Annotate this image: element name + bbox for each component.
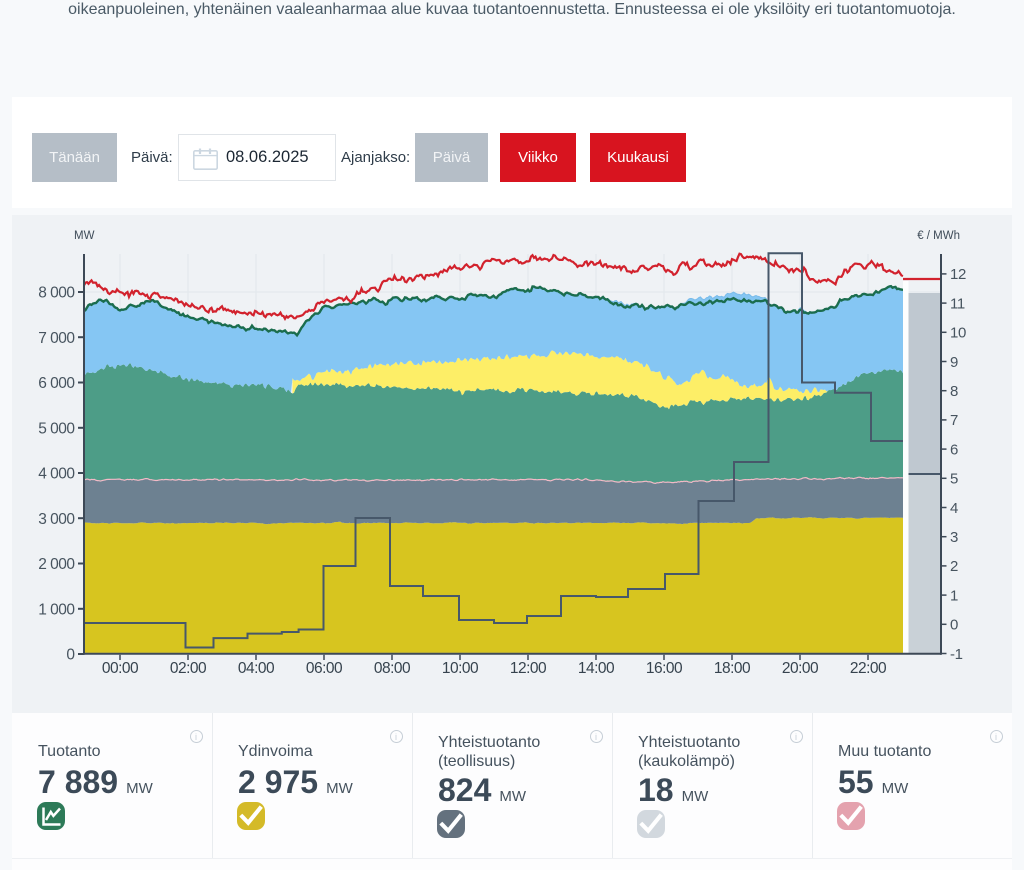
svg-text:0: 0 xyxy=(950,617,958,634)
svg-text:11: 11 xyxy=(950,295,965,312)
svg-text:4: 4 xyxy=(950,500,958,517)
svg-text:MW: MW xyxy=(74,230,95,242)
svg-text:5: 5 xyxy=(950,471,958,488)
svg-text:6 000: 6 000 xyxy=(38,375,75,392)
svg-text:6: 6 xyxy=(950,441,958,458)
svg-text:4 000: 4 000 xyxy=(38,466,75,483)
svg-text:1 000: 1 000 xyxy=(38,601,75,618)
svg-text:18:00: 18:00 xyxy=(714,660,751,677)
svg-text:00:00: 00:00 xyxy=(102,660,139,677)
svg-text:12: 12 xyxy=(950,266,966,283)
svg-text:20:00: 20:00 xyxy=(782,660,819,677)
svg-text:08:00: 08:00 xyxy=(374,660,411,677)
svg-text:8 000: 8 000 xyxy=(38,285,75,302)
svg-text:3: 3 xyxy=(950,529,958,546)
svg-text:€ / MWh: € / MWh xyxy=(917,230,960,242)
svg-text:3 000: 3 000 xyxy=(38,511,75,528)
svg-text:5 000: 5 000 xyxy=(38,420,75,437)
svg-text:7: 7 xyxy=(950,412,958,429)
svg-text:8: 8 xyxy=(950,383,958,400)
svg-text:10: 10 xyxy=(950,325,966,342)
svg-text:16:00: 16:00 xyxy=(646,660,683,677)
svg-text:12:00: 12:00 xyxy=(510,660,547,677)
svg-text:1: 1 xyxy=(950,587,958,604)
svg-text:02:00: 02:00 xyxy=(170,660,207,677)
svg-text:0: 0 xyxy=(66,647,75,664)
svg-text:2 000: 2 000 xyxy=(38,556,75,573)
svg-text:04:00: 04:00 xyxy=(238,660,275,677)
svg-text:10:00: 10:00 xyxy=(442,660,479,677)
svg-text:7 000: 7 000 xyxy=(38,330,75,347)
svg-text:22:00: 22:00 xyxy=(850,660,887,677)
svg-text:14:00: 14:00 xyxy=(578,660,615,677)
svg-text:9: 9 xyxy=(950,354,958,371)
svg-text:-1: -1 xyxy=(950,646,963,663)
svg-text:06:00: 06:00 xyxy=(306,660,343,677)
svg-text:2: 2 xyxy=(950,558,958,575)
